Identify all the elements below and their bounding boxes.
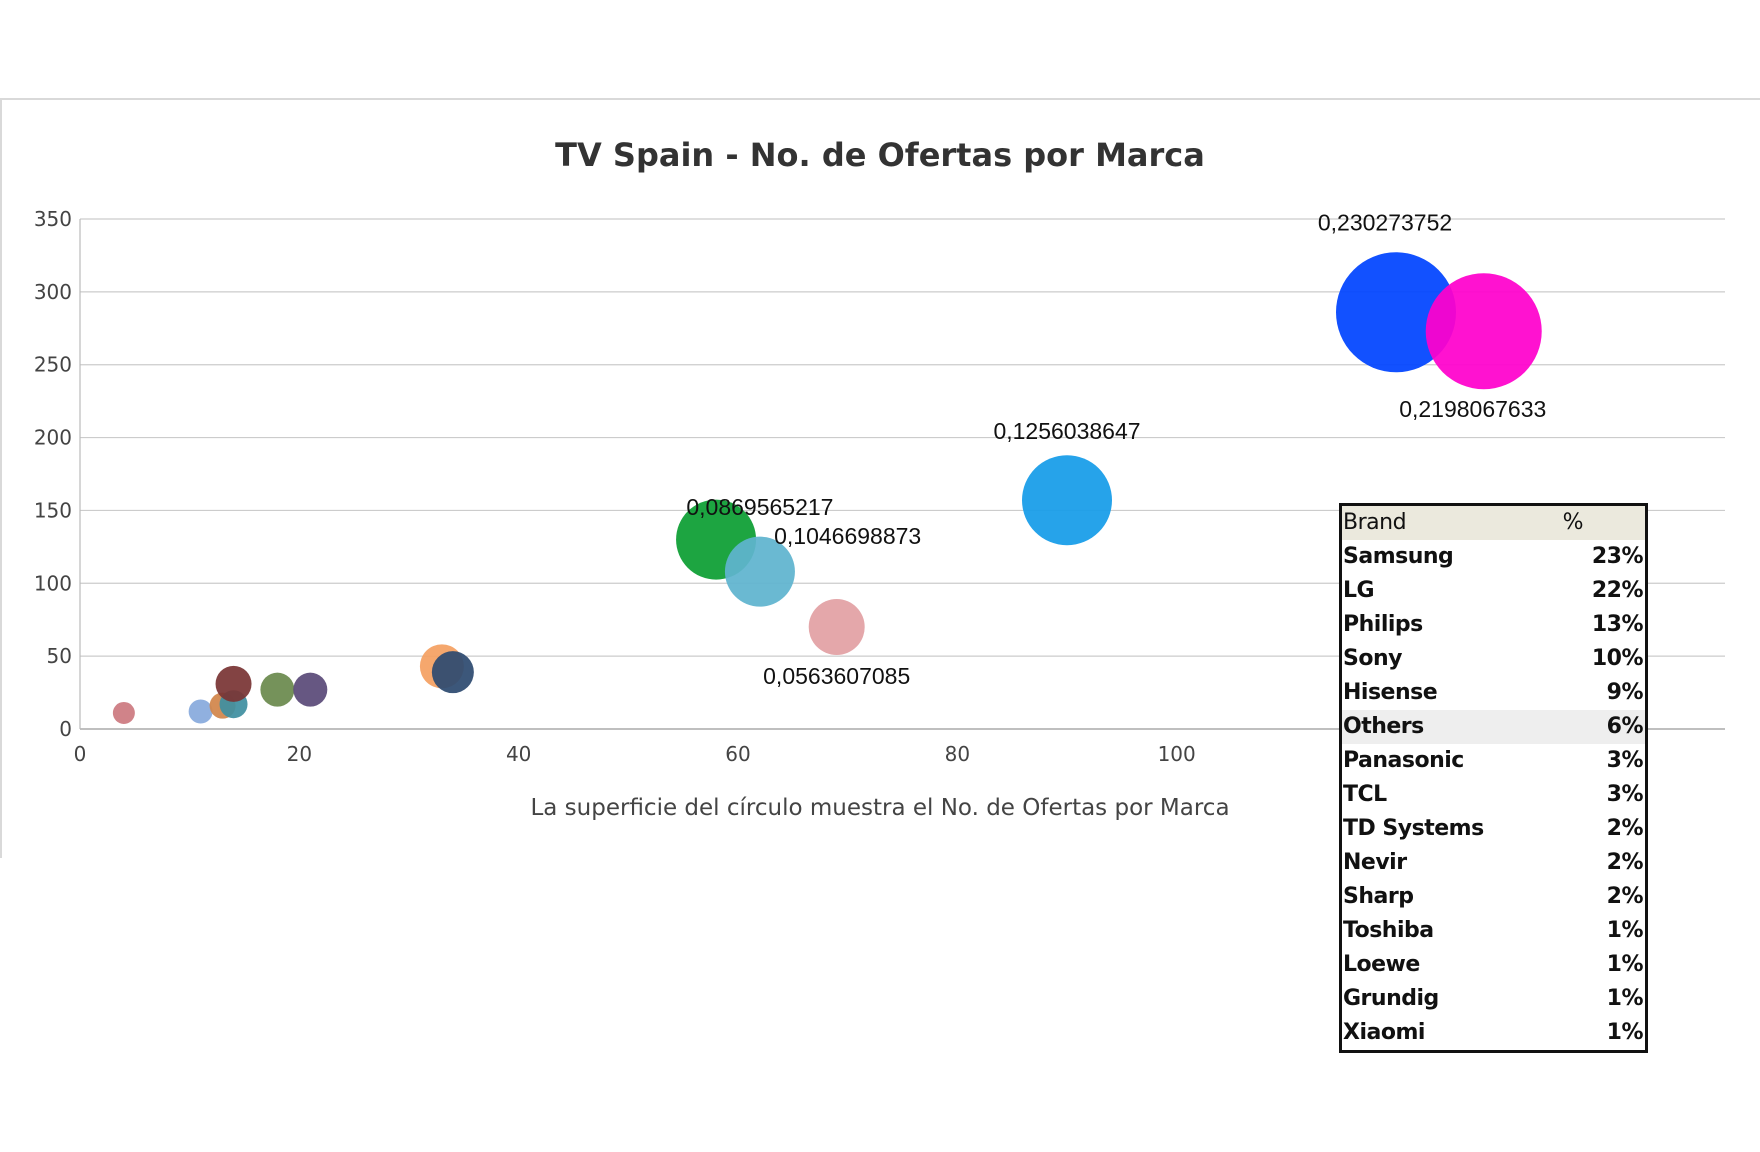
bubble-15 [1425,273,1542,390]
brand-share-table: Brand % Samsung 23% LG 22% Philips 13% Sony 10%… [1339,503,1648,1053]
table-row: Nevir 2% [1342,846,1645,880]
table-row: TCL 3% [1342,778,1645,812]
brand-name: Grundig [1343,986,1439,1011]
brand-percent: 6% [1606,714,1644,739]
bubble-data-label: 0,2198067633 [1399,396,1546,422]
table-header-row: Brand % [1342,506,1645,540]
bubble-14 [1336,252,1456,373]
table-row: Philips 13% [1342,608,1645,642]
table-row: Sharp 2% [1342,880,1645,914]
brand-name: Toshiba [1343,918,1434,943]
brand-name: Panasonic [1343,748,1464,773]
brand-name: Nevir [1343,850,1407,875]
brand-name: Others [1343,714,1424,739]
bubble-11 [724,536,795,607]
y-tick-label: 250 [34,353,72,377]
y-axis-ticks: 0 50 100 150 200 250 300 350 [34,207,72,741]
brand-name: Philips [1343,612,1423,637]
chart-frame-left-border [0,98,2,858]
table-row: Toshiba 1% [1342,914,1645,948]
data-labels: 0,230273752 0,2198067633 0,1256038647 0,086… [686,210,1546,689]
y-tick-label: 100 [34,571,72,595]
brand-percent: 9% [1606,680,1644,705]
bubble-data-label: 0,1046698873 [774,523,921,549]
x-tick-label: 100 [1158,742,1196,766]
brand-percent: 3% [1606,782,1644,807]
brand-name: TCL [1343,782,1387,807]
brand-percent: 1% [1606,1020,1644,1045]
brand-name: Samsung [1343,544,1454,569]
table-row: TD Systems 2% [1342,812,1645,846]
brand-percent: 1% [1606,952,1644,977]
y-tick-label: 150 [34,498,72,522]
table-row: Hisense 9% [1342,676,1645,710]
brand-percent: 2% [1606,850,1644,875]
bubble-data-label: 0,1256038647 [993,418,1140,444]
bubble-2 [188,699,213,724]
x-tick-label: 0 [74,742,87,766]
table-row: Panasonic 3% [1342,744,1645,778]
brand-percent: 2% [1606,884,1644,909]
brand-name: Xiaomi [1343,1020,1425,1045]
bubble-data-label: 0,230273752 [1318,210,1452,236]
table-row: Grundig 1% [1342,982,1645,1016]
bubble-13 [1022,455,1112,546]
brand-percent: 23% [1591,544,1644,569]
brand-name: Sharp [1343,884,1414,909]
brand-name: TD Systems [1343,816,1484,841]
brand-name: Loewe [1343,952,1420,977]
bubble-data-label: 0,0563607085 [763,663,910,689]
bubble-12 [808,599,865,655]
y-tick-label: 350 [34,207,72,231]
table-row: Samsung 23% [1342,540,1645,574]
table-row: LG 22% [1342,574,1645,608]
x-tick-label: 20 [287,742,312,766]
brand-percent: 10% [1591,646,1644,671]
bubble-5 [215,665,252,702]
bubble-6 [260,672,295,707]
chart-frame [0,98,1760,858]
table-row: Loewe 1% [1342,948,1645,982]
header-percent: % [1562,510,1584,535]
brand-percent: 1% [1606,986,1644,1011]
y-tick-label: 0 [59,717,72,741]
y-tick-label: 200 [34,426,72,450]
y-tick-label: 300 [34,280,72,304]
brand-name: LG [1343,578,1375,603]
x-tick-label: 80 [945,742,970,766]
x-axis-ticks: 0 20 40 60 80 100 [74,742,1196,766]
brand-percent: 1% [1606,918,1644,943]
table-row: Xiaomi 1% [1342,1016,1645,1050]
bubble-7 [293,672,328,707]
chart-title: TV Spain - No. de Ofertas por Marca [555,136,1205,174]
brand-percent: 13% [1591,612,1644,637]
bubble-9 [431,651,474,694]
brand-name: Hisense [1343,680,1438,705]
x-tick-label: 40 [506,742,531,766]
bubble-1 [112,701,135,724]
header-brand: Brand [1343,510,1407,535]
table-row: Others 6% [1342,710,1645,744]
brand-percent: 3% [1606,748,1644,773]
bubbles [112,252,1542,724]
x-axis-label: La superficie del círculo muestra el No.… [530,795,1229,821]
bubble-data-label: 0,0869565217 [686,494,833,520]
x-tick-label: 60 [725,742,750,766]
y-tick-label: 50 [47,644,72,668]
table-row: Sony 10% [1342,642,1645,676]
brand-name: Sony [1343,646,1402,671]
brand-percent: 2% [1606,816,1644,841]
brand-percent: 22% [1591,578,1644,603]
